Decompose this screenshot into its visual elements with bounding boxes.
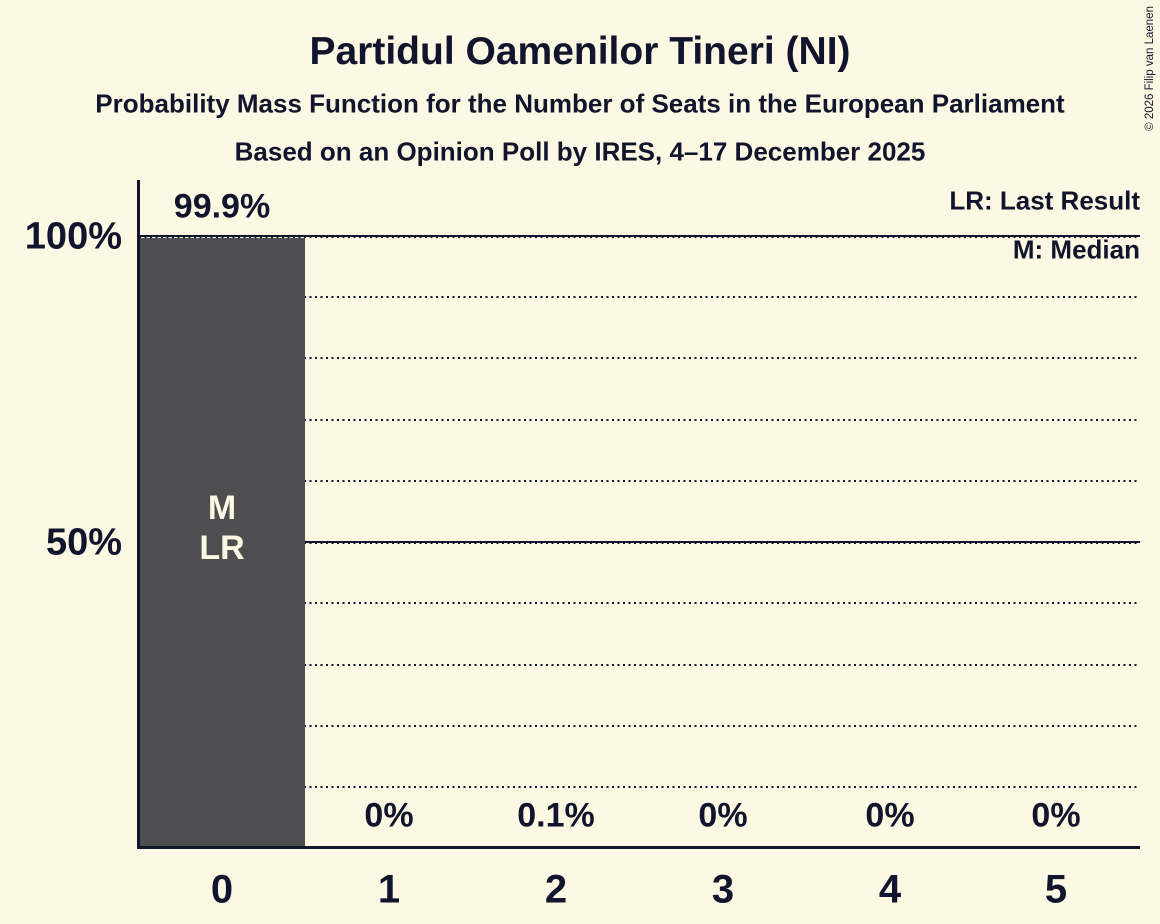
x-tick-label-1: 1 bbox=[377, 867, 401, 912]
median-marker-label: M bbox=[207, 489, 237, 527]
y-axis-label-50: 50% bbox=[45, 521, 122, 564]
x-tick-label-4: 4 bbox=[878, 867, 902, 912]
bar-marker-labels: M LR bbox=[199, 488, 244, 568]
probability-bar-seat-0 bbox=[139, 238, 305, 847]
gridline-60 bbox=[139, 480, 1140, 482]
chart-subtitle: Probability Mass Function for the Number… bbox=[95, 88, 1065, 119]
value-label-seat-1: 0% bbox=[364, 796, 414, 835]
gridline-80 bbox=[139, 357, 1140, 359]
x-tick-label-5: 5 bbox=[1044, 867, 1068, 912]
gridline-20 bbox=[139, 725, 1140, 727]
x-axis-line bbox=[137, 846, 1140, 849]
copyright-notice: © 2026 Filip van Laenen bbox=[1144, 6, 1156, 131]
y-axis-label-100: 100% bbox=[24, 215, 122, 258]
x-tick-label-3: 3 bbox=[711, 867, 735, 912]
gridline-90 bbox=[139, 296, 1140, 298]
x-tick-label-2: 2 bbox=[544, 867, 568, 912]
page-title: Partidul Oamenilor Tineri (NI) bbox=[309, 30, 851, 73]
value-label-seat-4: 0% bbox=[865, 796, 915, 835]
last-result-marker-label: LR bbox=[199, 529, 245, 567]
gridline-major-50 bbox=[139, 541, 1140, 545]
legend-last-result-label: LR: Last Result bbox=[949, 185, 1140, 216]
x-tick-label-0: 0 bbox=[210, 867, 234, 912]
gridline-70 bbox=[139, 419, 1140, 421]
gridline-major-100 bbox=[139, 235, 1140, 239]
value-label-seat-3: 0% bbox=[698, 796, 748, 835]
y-axis-line bbox=[137, 180, 140, 849]
gridline-10 bbox=[139, 786, 1140, 788]
gridline-30 bbox=[139, 664, 1140, 666]
legend-median-label: M: Median bbox=[1012, 234, 1140, 265]
value-label-seat-5: 0% bbox=[1031, 796, 1081, 835]
gridline-40 bbox=[139, 602, 1140, 604]
value-label-seat-0: 99.9% bbox=[173, 187, 271, 226]
value-label-seat-2: 0.1% bbox=[517, 796, 595, 835]
chart-source-line: Based on an Opinion Poll by IRES, 4–17 D… bbox=[234, 136, 926, 167]
